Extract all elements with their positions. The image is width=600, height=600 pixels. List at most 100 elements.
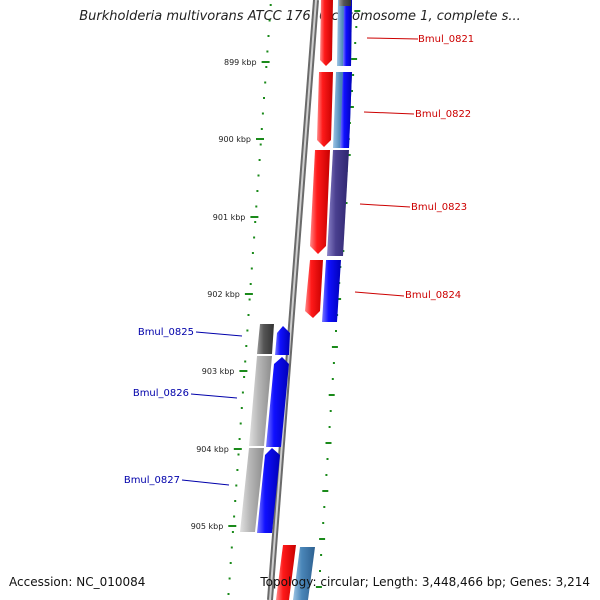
gene-Bmul_0821[interactable] <box>320 0 333 66</box>
ring-dot <box>320 554 323 556</box>
ring-dot <box>354 42 357 44</box>
ruler-dot <box>253 236 256 239</box>
ruler-dot <box>240 407 243 409</box>
gene-label-Bmul_0821[interactable]: Bmul_0821 <box>418 34 474 45</box>
ruler-dot <box>267 35 270 37</box>
ring-dot <box>335 330 337 332</box>
ring-dot <box>325 474 328 476</box>
ring-dot <box>323 506 326 508</box>
ring-dot <box>331 378 334 380</box>
ring-dot <box>319 538 326 540</box>
ruler-label: 900 kbp <box>218 135 251 144</box>
ruler-label: 902 kbp <box>207 290 240 299</box>
feature-Bmul_0825 <box>257 324 274 354</box>
feature-bottom <box>293 547 315 600</box>
feature-Bmul_0826 <box>249 356 272 446</box>
gene-label-Bmul_0823[interactable]: Bmul_0823 <box>411 202 467 213</box>
ruler-dot <box>257 174 260 177</box>
gene-leader-lines <box>181 37 419 486</box>
gene-label-Bmul_0825[interactable]: Bmul_0825 <box>138 327 194 338</box>
ruler-dot <box>235 484 238 487</box>
ruler-label: 901 kbp <box>213 213 246 222</box>
feature-Bmul_0823 <box>327 150 349 256</box>
ruler-dot <box>234 500 237 502</box>
gene-Bmul_0824[interactable] <box>305 260 323 318</box>
ring-dot <box>322 522 325 524</box>
ring-dot <box>328 394 335 396</box>
ruler-dot <box>239 422 242 425</box>
ruler-dot <box>247 314 250 316</box>
gene-Bmul_0827[interactable] <box>257 448 280 533</box>
ruler-dot <box>237 453 240 456</box>
feature-Bmul_0821 <box>337 0 352 66</box>
accession-text: Accession: NC_010084 <box>9 575 146 589</box>
ruler-dot <box>251 252 254 254</box>
ring-dot <box>355 26 358 28</box>
ruler-dot <box>243 376 246 378</box>
ring-dot <box>352 74 355 76</box>
gene-label-Bmul_0822[interactable]: Bmul_0822 <box>415 109 471 120</box>
ruler-dot <box>258 159 261 161</box>
gene-Bmul_0825[interactable] <box>275 326 290 355</box>
ruler-dot <box>228 577 231 580</box>
ring-dot <box>328 426 331 428</box>
ring-dot <box>354 10 361 12</box>
gene-Bmul_0823[interactable] <box>310 150 330 254</box>
ruler-dot <box>256 190 259 192</box>
ruler-dot <box>246 329 249 332</box>
ruler-dot <box>244 360 247 363</box>
ruler-dot <box>264 81 267 84</box>
ruler-dot <box>260 128 263 130</box>
kbp-ruler: 899 kbp 900 kbp 901 kbp 902 kbp 903 kbp 904 k… <box>191 4 272 595</box>
ring-dot <box>332 362 335 364</box>
ruler-dot <box>248 298 251 301</box>
feature-Bmul_0822 <box>333 72 352 148</box>
ruler-dot <box>259 143 262 146</box>
ruler-dot <box>261 112 264 115</box>
ring-dot <box>315 586 322 588</box>
summary-text: Topology: circular; Length: 3,448,466 bp… <box>260 575 590 589</box>
ring-dot <box>351 90 353 92</box>
ruler-dot <box>230 546 233 549</box>
ruler-dot <box>236 469 239 471</box>
ruler-dot <box>254 221 257 223</box>
ruler-dot <box>241 391 244 394</box>
chromosome-backbone <box>267 0 319 600</box>
ruler-dot <box>268 19 271 22</box>
ruler-dot <box>231 531 234 533</box>
ring-dot <box>325 442 332 444</box>
ring-dot <box>319 570 321 572</box>
ruler-label: 905 kbp <box>191 522 224 531</box>
ruler-dot <box>250 267 253 270</box>
ruler-dot <box>227 593 230 595</box>
gene-bottom-forward[interactable] <box>276 545 296 600</box>
ruler-dot <box>245 345 248 347</box>
gene-label-Bmul_0824[interactable]: Bmul_0824 <box>405 290 461 301</box>
ruler-dot <box>233 515 236 518</box>
ring-dot <box>326 458 329 460</box>
ring-dot <box>351 58 358 60</box>
map-title: Burkholderia multivorans ATCC 17616 chro… <box>79 9 521 24</box>
ruler-dot <box>238 438 241 440</box>
ruler-label: 903 kbp <box>202 367 235 376</box>
ring-dot <box>322 490 329 492</box>
feature-Bmul_0824 <box>322 260 341 322</box>
ruler-dot <box>255 205 258 208</box>
ring-dot <box>347 106 354 108</box>
ruler-dot <box>266 50 269 53</box>
gene-label-Bmul_0826[interactable]: Bmul_0826 <box>133 388 189 399</box>
feature-Bmul_0827 <box>240 448 264 532</box>
ruler-dot <box>249 283 252 285</box>
ruler-label: 904 kbp <box>196 445 229 454</box>
gene-label-Bmul_0827[interactable]: Bmul_0827 <box>124 475 180 486</box>
ruler-dot <box>229 562 232 564</box>
gene-Bmul_0822[interactable] <box>317 72 333 147</box>
ring-dot <box>329 410 332 412</box>
ruler-dot <box>263 97 265 99</box>
gene-Bmul_0826[interactable] <box>266 357 289 447</box>
ring-dot <box>331 346 338 348</box>
ruler-dot <box>265 66 268 68</box>
ruler-dot <box>269 4 272 6</box>
